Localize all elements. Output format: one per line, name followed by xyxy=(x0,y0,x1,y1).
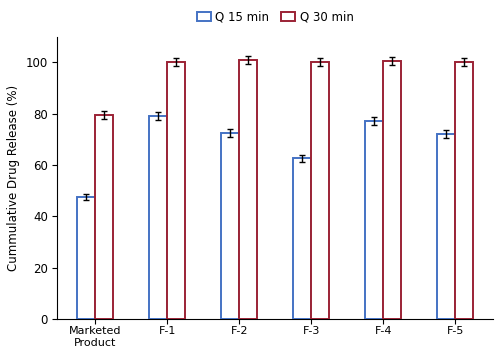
Bar xyxy=(456,62,473,319)
Bar xyxy=(438,134,456,319)
Bar xyxy=(96,115,114,319)
Y-axis label: Cummulative Drug Release (%): Cummulative Drug Release (%) xyxy=(7,84,20,271)
Bar xyxy=(222,133,240,319)
Bar xyxy=(312,62,330,319)
Bar xyxy=(168,62,186,319)
Bar xyxy=(294,158,312,319)
Bar xyxy=(150,116,168,319)
Bar xyxy=(384,61,402,319)
Legend: Q 15 min, Q 30 min: Q 15 min, Q 30 min xyxy=(192,6,358,28)
Bar xyxy=(366,121,384,319)
Bar xyxy=(78,197,96,319)
Bar xyxy=(240,60,258,319)
